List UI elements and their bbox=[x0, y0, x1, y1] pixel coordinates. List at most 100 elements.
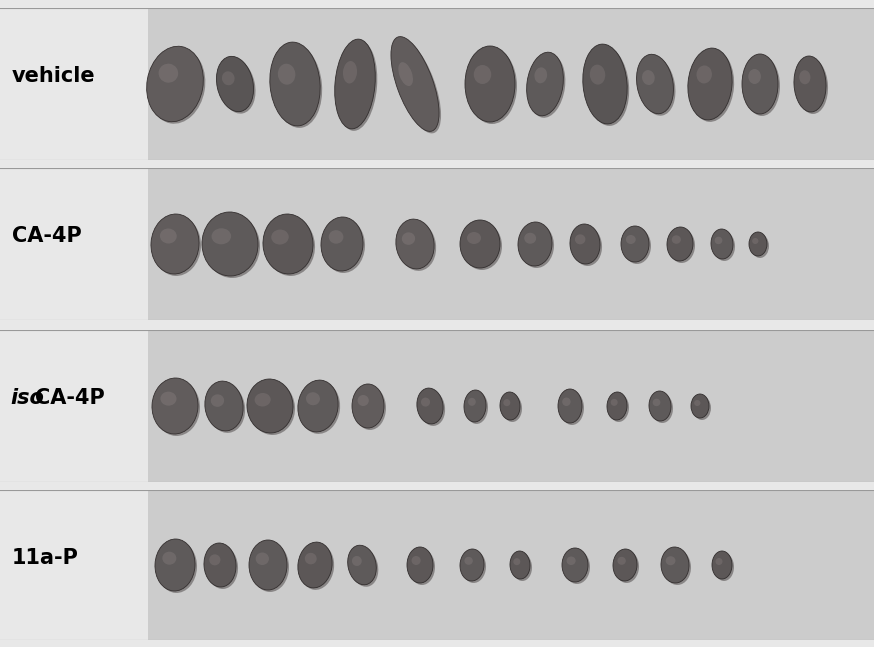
Ellipse shape bbox=[615, 551, 639, 583]
Ellipse shape bbox=[398, 221, 436, 271]
Ellipse shape bbox=[566, 556, 576, 565]
Ellipse shape bbox=[518, 222, 552, 266]
Ellipse shape bbox=[393, 39, 441, 133]
Ellipse shape bbox=[417, 388, 443, 424]
Ellipse shape bbox=[694, 400, 700, 406]
Ellipse shape bbox=[558, 389, 582, 423]
Ellipse shape bbox=[560, 391, 584, 425]
Ellipse shape bbox=[642, 70, 655, 85]
Ellipse shape bbox=[421, 398, 430, 406]
Ellipse shape bbox=[585, 46, 629, 126]
Ellipse shape bbox=[391, 37, 439, 131]
Ellipse shape bbox=[270, 42, 320, 126]
Ellipse shape bbox=[715, 237, 722, 244]
Ellipse shape bbox=[749, 232, 767, 256]
Ellipse shape bbox=[265, 216, 315, 276]
Text: 11a-P: 11a-P bbox=[12, 547, 79, 567]
Ellipse shape bbox=[711, 229, 733, 259]
Ellipse shape bbox=[396, 219, 434, 269]
Text: vehicle: vehicle bbox=[12, 67, 95, 87]
Ellipse shape bbox=[460, 220, 500, 268]
Bar bbox=[148, 8, 874, 160]
Ellipse shape bbox=[147, 47, 204, 122]
Ellipse shape bbox=[321, 217, 363, 271]
Ellipse shape bbox=[617, 557, 626, 565]
Ellipse shape bbox=[357, 395, 369, 406]
Ellipse shape bbox=[744, 56, 780, 116]
Ellipse shape bbox=[796, 58, 828, 114]
Ellipse shape bbox=[669, 229, 695, 263]
Ellipse shape bbox=[690, 50, 734, 122]
Ellipse shape bbox=[271, 230, 288, 245]
Bar bbox=[148, 168, 874, 320]
Ellipse shape bbox=[570, 224, 600, 264]
Ellipse shape bbox=[713, 231, 735, 261]
Ellipse shape bbox=[753, 238, 759, 244]
Ellipse shape bbox=[256, 553, 269, 565]
Ellipse shape bbox=[607, 392, 627, 420]
Ellipse shape bbox=[263, 214, 313, 274]
Ellipse shape bbox=[218, 58, 255, 114]
Ellipse shape bbox=[160, 228, 177, 243]
Ellipse shape bbox=[352, 384, 384, 428]
Ellipse shape bbox=[611, 399, 618, 406]
Ellipse shape bbox=[503, 399, 510, 406]
Ellipse shape bbox=[468, 398, 475, 406]
Ellipse shape bbox=[206, 545, 238, 589]
Ellipse shape bbox=[467, 48, 517, 124]
Ellipse shape bbox=[520, 224, 554, 268]
Ellipse shape bbox=[419, 390, 445, 426]
Bar bbox=[148, 330, 874, 482]
Ellipse shape bbox=[527, 52, 564, 116]
Ellipse shape bbox=[651, 393, 673, 423]
Ellipse shape bbox=[409, 549, 435, 585]
Ellipse shape bbox=[575, 234, 586, 245]
Ellipse shape bbox=[474, 65, 491, 84]
Ellipse shape bbox=[272, 44, 323, 128]
Ellipse shape bbox=[202, 212, 258, 276]
Ellipse shape bbox=[688, 48, 732, 120]
Ellipse shape bbox=[661, 547, 689, 583]
Ellipse shape bbox=[158, 63, 178, 83]
Ellipse shape bbox=[247, 379, 293, 433]
Ellipse shape bbox=[572, 226, 602, 266]
Ellipse shape bbox=[663, 549, 691, 585]
Ellipse shape bbox=[464, 390, 486, 422]
Ellipse shape bbox=[278, 63, 295, 85]
Ellipse shape bbox=[300, 544, 334, 590]
Ellipse shape bbox=[154, 380, 200, 436]
Ellipse shape bbox=[335, 39, 375, 129]
Text: CA-4P: CA-4P bbox=[36, 388, 105, 408]
Text: iso: iso bbox=[10, 388, 44, 408]
Ellipse shape bbox=[350, 547, 378, 587]
Ellipse shape bbox=[402, 232, 415, 245]
Ellipse shape bbox=[323, 219, 365, 273]
Ellipse shape bbox=[207, 383, 245, 433]
Ellipse shape bbox=[152, 378, 198, 434]
Ellipse shape bbox=[298, 542, 332, 588]
Ellipse shape bbox=[204, 543, 236, 587]
Ellipse shape bbox=[305, 553, 316, 564]
Ellipse shape bbox=[794, 56, 826, 112]
Text: CA-4P: CA-4P bbox=[12, 226, 82, 247]
Ellipse shape bbox=[799, 71, 810, 84]
Ellipse shape bbox=[222, 71, 234, 85]
Ellipse shape bbox=[524, 233, 536, 244]
Ellipse shape bbox=[562, 397, 571, 406]
Ellipse shape bbox=[672, 236, 681, 244]
Ellipse shape bbox=[465, 46, 515, 122]
Ellipse shape bbox=[751, 234, 769, 258]
Ellipse shape bbox=[502, 394, 522, 422]
Ellipse shape bbox=[639, 56, 676, 116]
Ellipse shape bbox=[583, 44, 628, 124]
Ellipse shape bbox=[462, 222, 502, 270]
Ellipse shape bbox=[399, 62, 413, 86]
Ellipse shape bbox=[564, 550, 590, 584]
Ellipse shape bbox=[155, 539, 195, 591]
Ellipse shape bbox=[500, 392, 520, 420]
Ellipse shape bbox=[254, 393, 271, 406]
Ellipse shape bbox=[649, 391, 671, 421]
Ellipse shape bbox=[343, 61, 357, 83]
Ellipse shape bbox=[412, 556, 420, 565]
Ellipse shape bbox=[691, 394, 709, 418]
